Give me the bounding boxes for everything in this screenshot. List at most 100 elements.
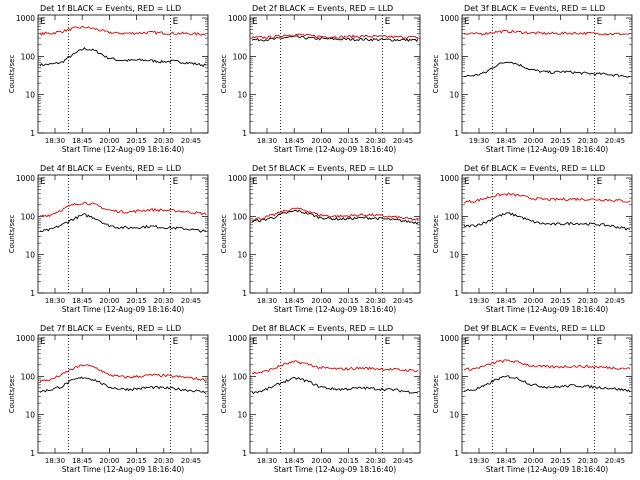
x-tick-label: 20:30: [578, 297, 598, 305]
series-line: [463, 61, 630, 78]
y-axis-label: Counts/sec: [8, 215, 16, 254]
x-tick-label: 18:45: [496, 137, 516, 145]
event-marker-label: E: [40, 177, 46, 187]
plot-frame: [249, 334, 421, 454]
panel-title: Det 9f BLACK = Events, RED = LLD: [464, 324, 605, 333]
panel-title: Det 1f BLACK = Events, RED = LLD: [40, 4, 181, 13]
event-marker-label: E: [40, 337, 46, 347]
detector-panel: Det 7f BLACK = Events, RED = LLD 1 10 100 10…: [8, 324, 209, 474]
x-axis-label: Start Time (12-Aug-09 18:16:40): [62, 145, 184, 154]
x-tick-label: 20:00: [99, 137, 119, 145]
detector-panel: Det 4f BLACK = Events, RED = LLD 1 10 100 10…: [8, 164, 209, 314]
x-tick-label: 19:30: [469, 457, 489, 465]
x-tick-label: 20:45: [181, 297, 201, 305]
x-axis-label: Start Time (12-Aug-09 18:16:40): [486, 305, 608, 314]
y-axis-label: Counts/sec: [432, 215, 440, 254]
x-tick-label: 20:45: [181, 457, 201, 465]
plot-frame: [461, 334, 633, 454]
y-tick-label: 100: [21, 372, 36, 381]
series-line: [463, 29, 631, 36]
detector-panel: Det 5f BLACK = Events, RED = LLD 1 10 100 10…: [220, 164, 421, 314]
series-line: [251, 35, 419, 42]
y-axis-label: Counts/sec: [220, 215, 228, 254]
y-tick-label: 10: [237, 91, 247, 100]
series-line: [463, 359, 631, 371]
x-tick-label: 19:30: [469, 297, 489, 305]
y-tick-label: 1000: [440, 174, 459, 183]
series-line: [463, 192, 631, 204]
x-tick-label: 20:45: [181, 137, 201, 145]
detector-panel: Det 8f BLACK = Events, RED = LLD 1 10 100 10…: [220, 324, 421, 474]
series-line: [39, 201, 207, 218]
series-line: [463, 212, 631, 231]
x-tick-label: 20:00: [99, 297, 119, 305]
x-tick-label: 18:45: [284, 297, 304, 305]
y-tick-label: 1000: [16, 334, 35, 343]
event-marker-label: E: [252, 337, 258, 347]
x-tick-label: 19:30: [469, 137, 489, 145]
series-line: [463, 375, 631, 393]
event-marker-label: E: [173, 177, 179, 187]
event-marker-label: E: [252, 177, 258, 187]
detector-panel: Det 1f BLACK = Events, RED = LLD 1 10 100 10…: [8, 4, 209, 154]
x-tick-label: 20:15: [127, 137, 147, 145]
plot-frame: [37, 174, 209, 294]
x-tick-label: 20:00: [311, 457, 331, 465]
x-axis-label: Start Time (12-Aug-09 18:16:40): [274, 305, 396, 314]
x-tick-label: 20:30: [366, 457, 386, 465]
event-marker-label: E: [385, 17, 391, 27]
series-line: [251, 209, 419, 225]
x-tick-label: 18:45: [72, 457, 92, 465]
event-marker-label: E: [597, 177, 603, 187]
y-tick-label: 1: [30, 289, 35, 298]
detector-panel: Det 9f BLACK = Events, RED = LLD 1 10 100 10…: [432, 324, 633, 474]
event-marker-label: E: [597, 337, 603, 347]
y-tick-label: 10: [449, 91, 459, 100]
y-tick-label: 1: [30, 129, 35, 138]
y-tick-label: 10: [25, 91, 35, 100]
x-tick-label: 20:15: [551, 137, 571, 145]
series-line: [39, 364, 207, 383]
y-tick-label: 100: [233, 52, 248, 61]
series-line: [39, 376, 207, 394]
x-tick-label: 20:30: [366, 137, 386, 145]
x-tick-label: 20:15: [127, 297, 147, 305]
x-tick-label: 20:30: [578, 137, 598, 145]
x-tick-label: 20:00: [523, 137, 543, 145]
x-axis-label: Start Time (12-Aug-09 18:16:40): [62, 305, 184, 314]
x-tick-label: 20:45: [605, 137, 625, 145]
x-axis-label: Start Time (12-Aug-09 18:16:40): [274, 465, 396, 474]
plot-frame: [249, 14, 421, 134]
x-tick-label: 20:00: [99, 457, 119, 465]
x-tick-label: 18:30: [257, 137, 277, 145]
series-line: [39, 213, 206, 233]
panel-title: Det 8f BLACK = Events, RED = LLD: [252, 324, 393, 333]
y-tick-label: 10: [449, 251, 459, 260]
x-tick-label: 20:30: [154, 457, 174, 465]
x-tick-label: 20:45: [393, 137, 413, 145]
x-tick-label: 18:30: [45, 457, 65, 465]
plot-frame: [461, 174, 633, 294]
x-tick-label: 20:15: [127, 457, 147, 465]
x-tick-label: 18:45: [284, 137, 304, 145]
y-tick-label: 10: [237, 251, 247, 260]
x-tick-label: 20:30: [578, 457, 598, 465]
x-tick-label: 20:00: [523, 297, 543, 305]
y-tick-label: 1000: [440, 334, 459, 343]
y-tick-label: 1: [454, 449, 459, 458]
y-tick-label: 10: [25, 251, 35, 260]
x-tick-label: 18:30: [45, 137, 65, 145]
series-line: [39, 25, 207, 36]
y-tick-label: 1: [242, 449, 247, 458]
y-tick-label: 1: [454, 129, 459, 138]
x-tick-label: 20:15: [339, 137, 359, 145]
y-tick-label: 1000: [228, 174, 247, 183]
panel-title: Det 2f BLACK = Events, RED = LLD: [252, 4, 393, 13]
x-tick-label: 20:45: [393, 457, 413, 465]
panel-title: Det 4f BLACK = Events, RED = LLD: [40, 164, 181, 173]
x-tick-label: 20:45: [605, 297, 625, 305]
detector-panel: Det 3f BLACK = Events, RED = LLD 1 10 100 10…: [432, 4, 633, 154]
x-tick-label: 20:15: [339, 457, 359, 465]
y-tick-label: 1000: [16, 14, 35, 23]
y-axis-label: Counts/sec: [8, 55, 16, 94]
